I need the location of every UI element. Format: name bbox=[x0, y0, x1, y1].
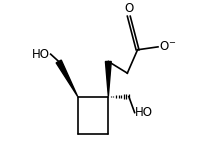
Text: O$^{-}$: O$^{-}$ bbox=[158, 40, 175, 53]
Text: O: O bbox=[124, 2, 133, 15]
Polygon shape bbox=[56, 60, 77, 97]
Text: HO: HO bbox=[32, 48, 50, 61]
Text: HO: HO bbox=[135, 106, 153, 119]
Polygon shape bbox=[105, 61, 111, 97]
